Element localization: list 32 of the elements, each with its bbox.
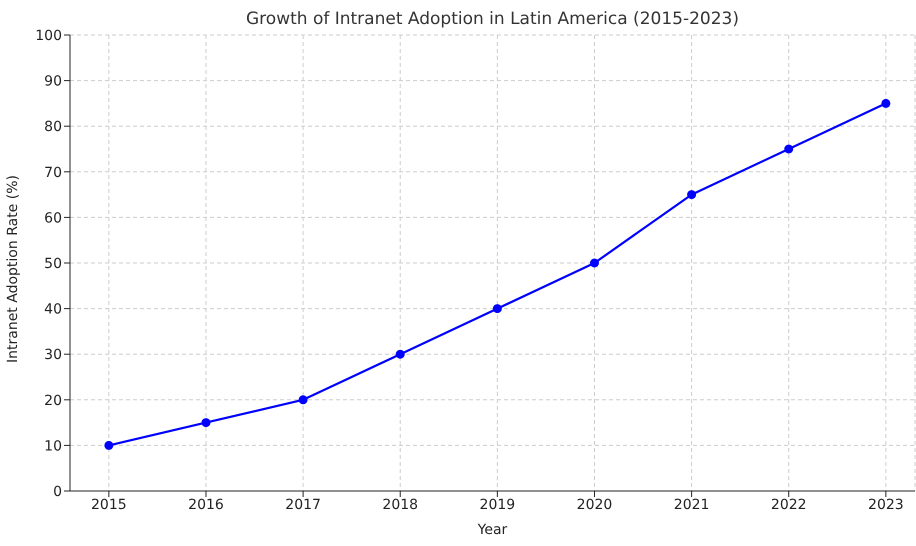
y-tick-label: 100 [35, 28, 62, 44]
point [881, 98, 890, 108]
x-axis-title: Year [476, 522, 508, 538]
y-tick-label: 0 [53, 484, 62, 500]
x-tick-label: 2022 [770, 496, 807, 513]
point [492, 304, 502, 314]
x-tick-label: 2020 [576, 496, 612, 513]
x-tick-label: 2019 [480, 496, 516, 513]
x-tick-label: 2017 [285, 496, 321, 513]
point [784, 144, 794, 154]
y-tick-label: 30 [44, 347, 62, 364]
point [687, 190, 696, 200]
point [590, 258, 599, 268]
point [104, 440, 114, 450]
y-tick-label: 50 [44, 256, 62, 272]
chart-title: Growth of Intranet Adoption in Latin America (2015-2023) [245, 9, 740, 29]
y-tick-label: 90 [44, 74, 62, 90]
point [298, 395, 308, 404]
point [201, 418, 210, 428]
y-tick-label: 60 [44, 210, 62, 226]
y-tick-label: 40 [44, 302, 62, 318]
x-tick-label: 2016 [188, 496, 224, 513]
x-tick-label: 2015 [91, 496, 127, 513]
x-tick-label: 2018 [382, 496, 418, 513]
y-tick-label: 70 [44, 164, 62, 181]
y-tick-label: 80 [44, 119, 62, 136]
x-tick-label: 2021 [674, 496, 710, 513]
y-tick-label: 20 [44, 392, 62, 409]
x-tick-label: 2023 [868, 496, 904, 513]
point [396, 350, 405, 359]
y-tick-label: 10 [44, 438, 62, 454]
y-axis-title: Intranet Adoption Rate (%) [4, 175, 21, 363]
